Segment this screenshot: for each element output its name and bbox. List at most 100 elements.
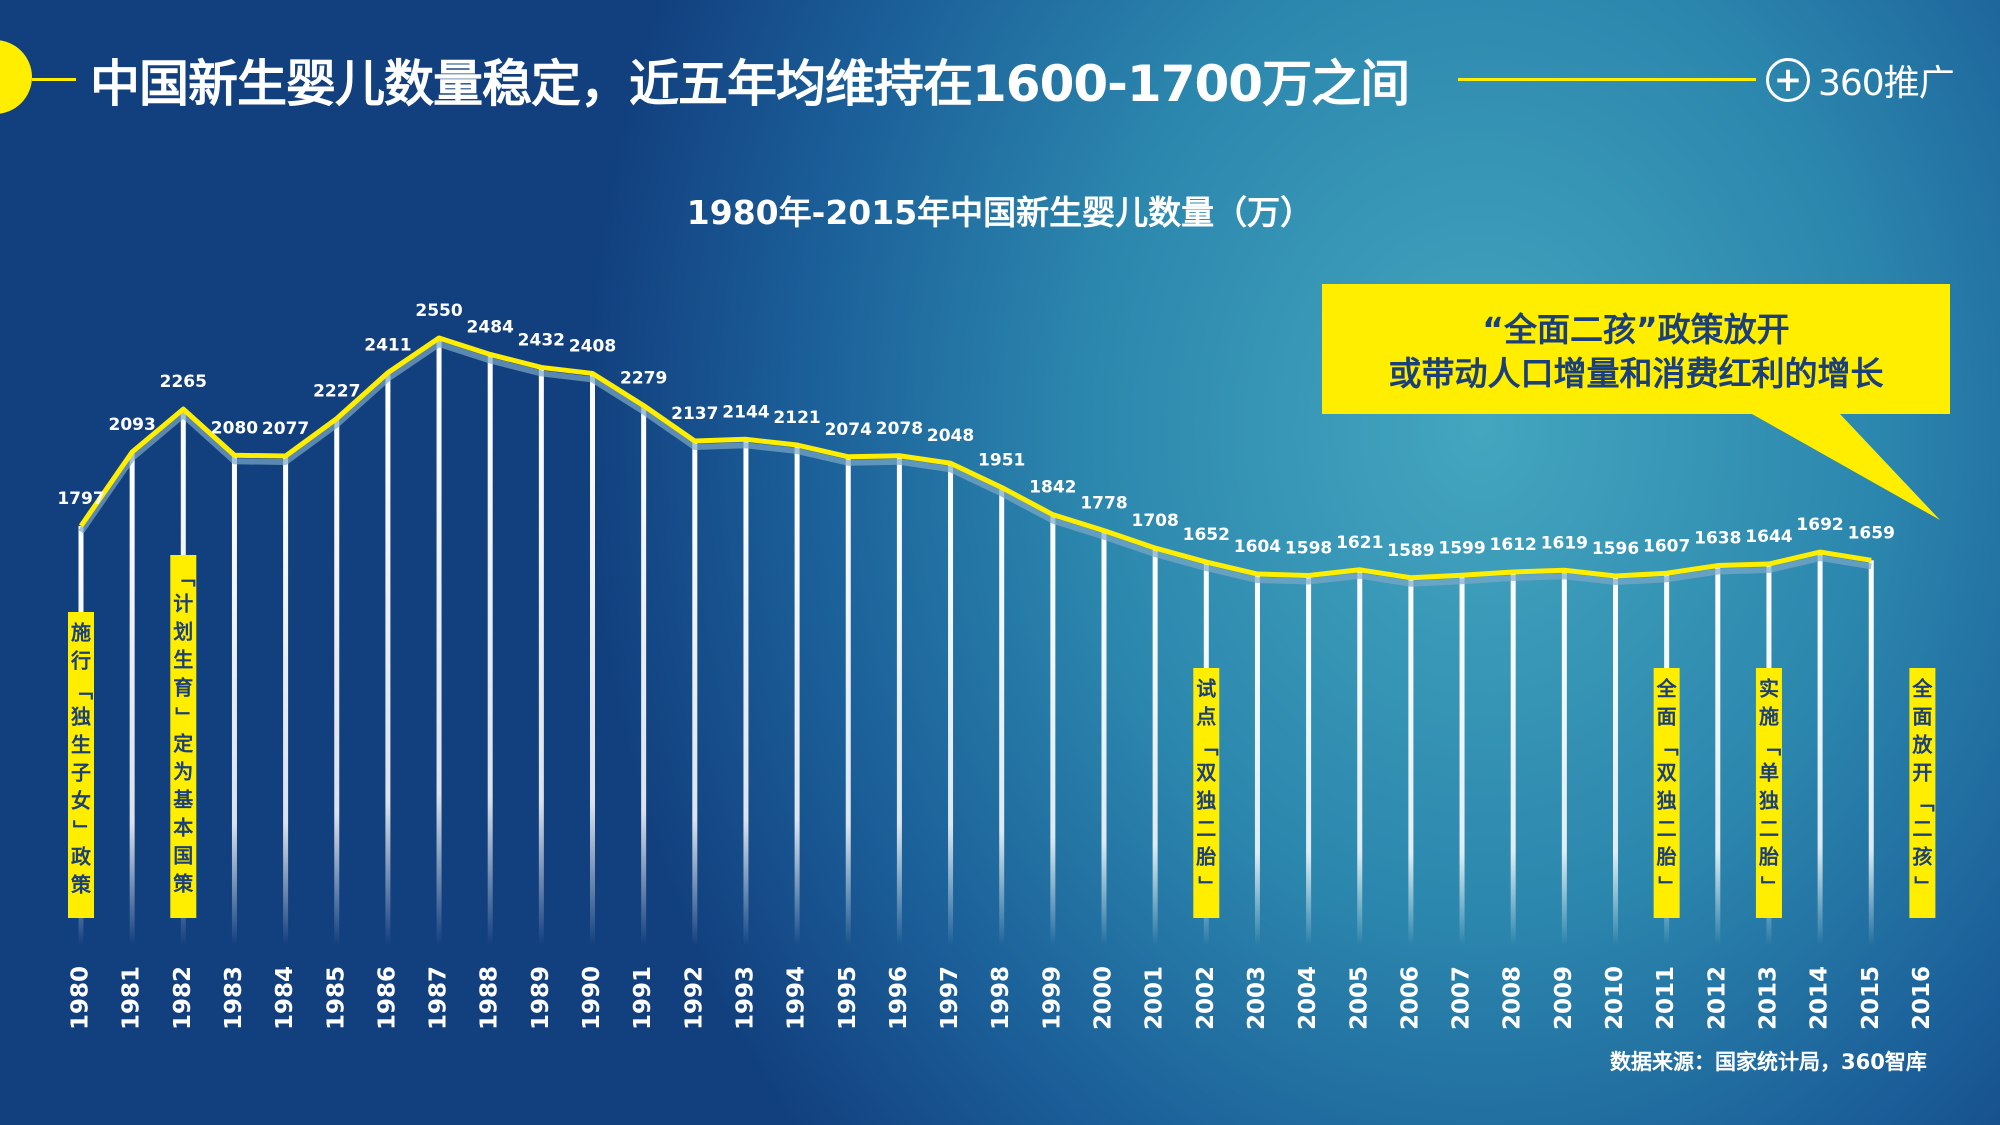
svg-text:本: 本 [173,816,193,840]
svg-text:「: 「 [71,680,95,700]
x-tick-label: 2016 [1909,966,1935,1030]
svg-text:生: 生 [71,733,91,757]
data-stem [743,439,749,945]
svg-text:实: 实 [1759,677,1779,701]
data-stem [1561,570,1567,945]
svg-text:女: 女 [71,789,91,813]
svg-text:国: 国 [173,844,193,868]
data-label: 2121 [773,408,820,428]
svg-text:开: 开 [1912,761,1932,785]
svg-text:全: 全 [1911,677,1933,701]
data-label: 2144 [722,402,769,422]
svg-text:二: 二 [1759,817,1779,841]
x-tick-label: 1997 [937,966,963,1030]
data-label: 1607 [1643,536,1690,556]
x-tick-label: 1991 [630,966,656,1030]
data-label: 1596 [1592,539,1639,559]
data-stem [334,418,340,945]
svg-text:「: 「 [1758,736,1782,756]
x-tick-label: 1998 [988,966,1014,1030]
title-line-left [32,78,76,81]
data-stem [385,372,391,945]
data-label: 2078 [876,419,923,439]
x-tick-label: 1988 [477,966,503,1030]
x-tick-label: 1985 [323,966,349,1030]
x-tick-label: 2015 [1858,966,1884,1030]
x-tick-label: 1996 [886,966,912,1030]
data-label: 2074 [825,420,872,440]
svg-text:策: 策 [173,872,194,896]
data-label: 2279 [620,369,667,389]
x-tick-label: 2009 [1551,966,1577,1030]
data-stem [590,373,595,946]
svg-text:「: 「 [173,567,197,587]
data-stem [1357,569,1363,945]
svg-text:行: 行 [70,649,91,673]
svg-text:独: 独 [1759,789,1779,813]
svg-text:独: 独 [1196,789,1216,813]
x-tick-label: 2010 [1602,966,1628,1030]
svg-text:「: 「 [1912,792,1936,812]
x-tick-label: 2004 [1295,966,1321,1030]
x-tick-label: 2011 [1653,966,1679,1030]
x-tick-label: 2003 [1244,966,1270,1030]
svg-text:为: 为 [173,760,193,784]
svg-text:」: 」 [173,707,197,727]
data-label: 1778 [1080,494,1127,514]
data-label: 1598 [1285,539,1332,559]
data-label: 1621 [1336,533,1383,553]
data-label: 1692 [1796,515,1843,535]
callout-text: “全面二孩”政策放开 或带动人口增量和消费红利的增长 [1322,308,1950,396]
x-tick-label: 1982 [170,966,196,1030]
data-label: 1612 [1490,535,1537,555]
svg-text:基: 基 [173,788,194,812]
data-stem [1050,514,1056,945]
svg-text:「: 「 [1196,736,1220,756]
svg-text:育: 育 [173,676,193,700]
svg-text:胎: 胎 [1195,845,1216,869]
data-stem [692,441,698,945]
data-stem [1408,577,1414,945]
data-label: 1604 [1234,537,1281,557]
data-stem [1817,552,1823,945]
x-tick-label: 1995 [835,966,861,1030]
logo: + 360推广 [1766,56,1955,104]
x-tick-label: 1984 [272,966,298,1030]
x-tick-label: 1983 [221,966,247,1030]
data-stem [641,405,647,945]
svg-text:划: 划 [173,620,193,644]
svg-text:全: 全 [1656,677,1678,701]
data-stem [1254,574,1260,945]
data-label: 2048 [927,426,974,446]
svg-text:生: 生 [173,648,193,672]
x-tick-label: 2001 [1142,966,1168,1030]
callout-bubble [1322,284,1950,520]
chart-title: 1980年-2015年中国新生婴儿数量（万） [686,193,1314,232]
data-label: 1638 [1694,529,1741,549]
data-label: 2484 [467,317,514,337]
data-stem [129,452,135,945]
data-stem [1459,575,1465,945]
data-label: 2432 [518,330,565,350]
data-stem [1868,560,1874,945]
data-label: 2265 [160,372,207,392]
data-stem [1613,576,1618,945]
svg-text:施: 施 [71,621,91,645]
page-title: 中国新生婴儿数量稳定，近五年均维持在1600-1700万之间 [90,55,1410,113]
data-stem [794,445,800,945]
svg-text:」: 」 [1912,876,1936,896]
callout-line-1: “全面二孩”政策放开 [1482,310,1790,349]
x-tick-label: 1990 [579,966,605,1030]
svg-text:独: 独 [71,705,91,729]
data-label: 2408 [569,336,616,356]
callout-line-2: 或带动人口增量和消费红利的增长 [1388,354,1884,393]
svg-text:面: 面 [1912,705,1932,729]
svg-text:」: 」 [71,820,95,840]
svg-text:子: 子 [71,761,91,785]
series-line-shadow [78,341,1872,587]
x-tick-label: 1980 [68,966,94,1030]
x-tick-label: 2005 [1346,966,1372,1030]
